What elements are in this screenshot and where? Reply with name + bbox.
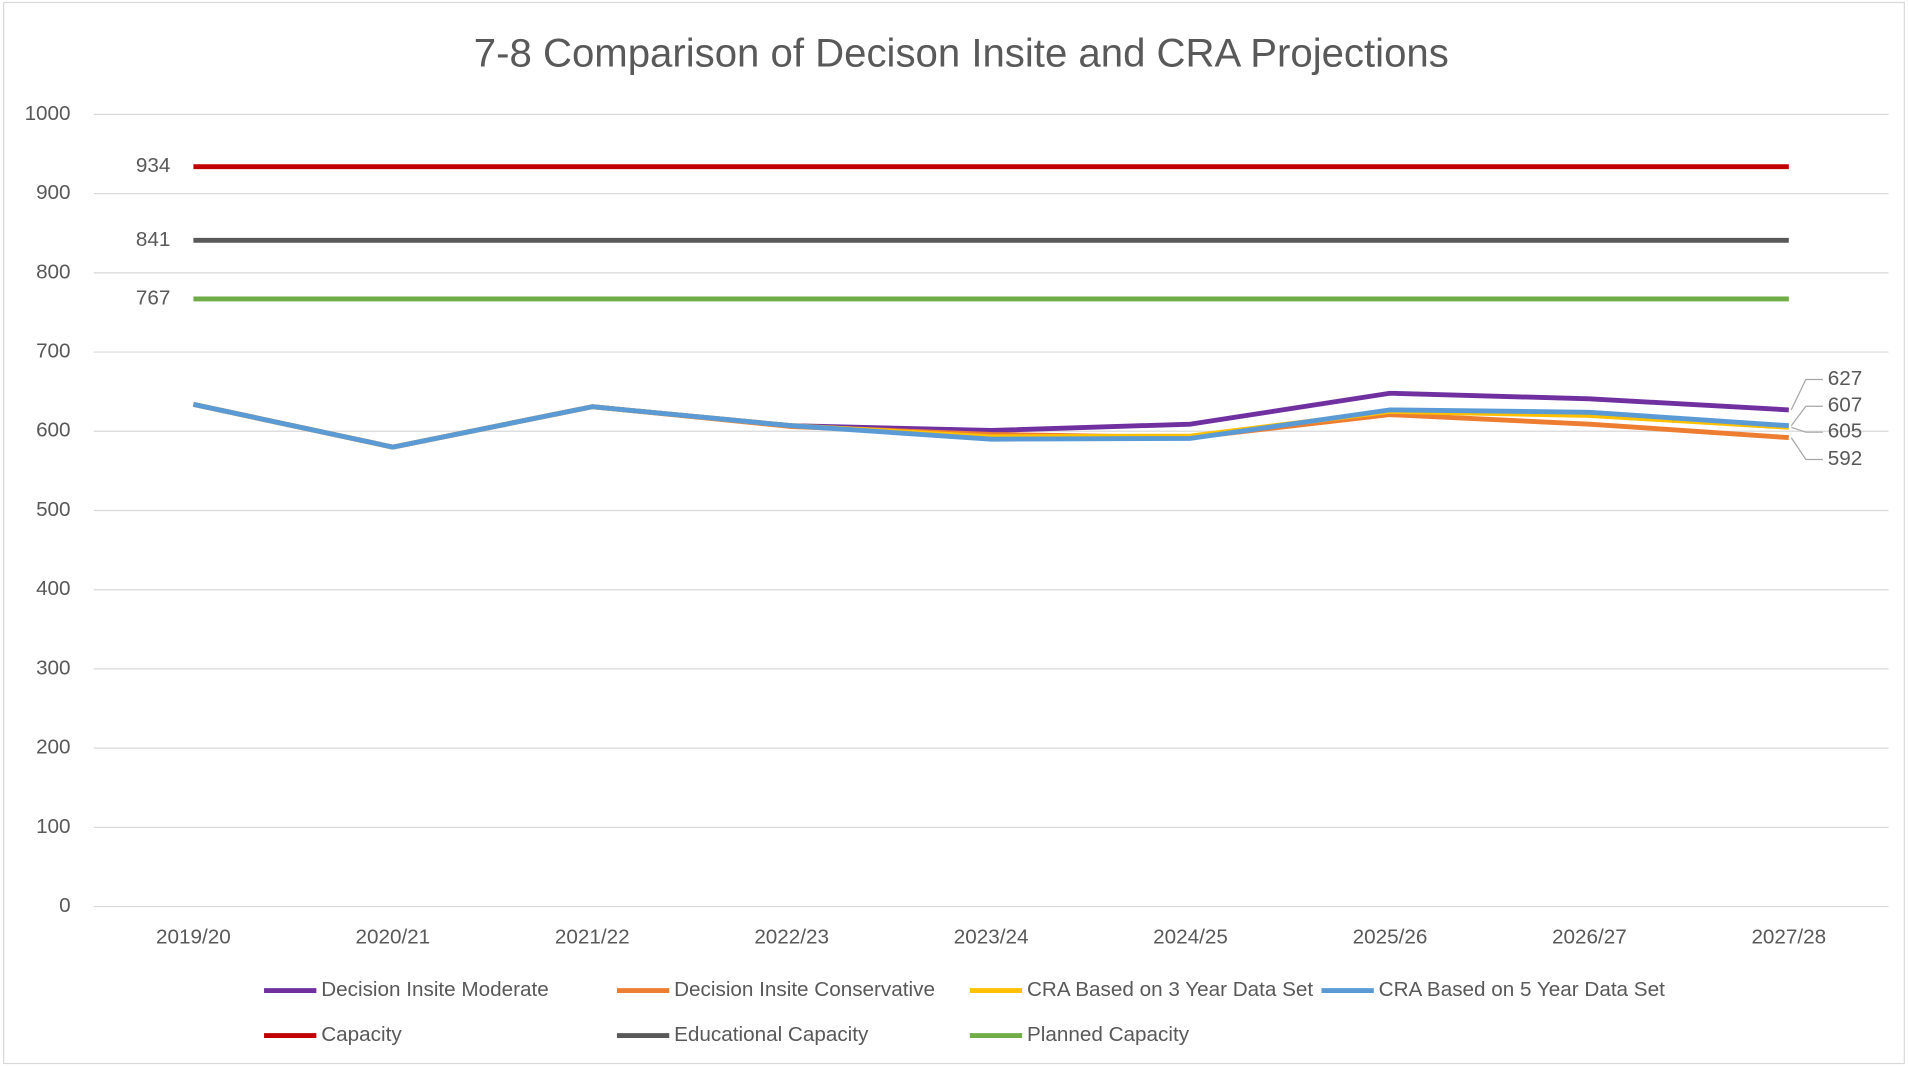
- y-tick-label: 100: [36, 815, 71, 838]
- legend-label: Capacity: [321, 1023, 402, 1046]
- data-label: 605: [1828, 420, 1863, 443]
- data-label: 841: [136, 228, 171, 251]
- x-tick-label: 2022/23: [754, 926, 829, 949]
- y-tick-label: 800: [36, 260, 71, 283]
- leader-line: [1790, 437, 1823, 461]
- x-tick-label: 2026/27: [1552, 926, 1627, 949]
- data-label: 767: [136, 286, 171, 309]
- legend-label: Planned Capacity: [1027, 1023, 1190, 1046]
- legend-label: CRA Based on 3 Year Data Set: [1027, 978, 1313, 1001]
- leader-line: [1790, 378, 1823, 411]
- leader-line: [1790, 405, 1823, 427]
- legend-label: Educational Capacity: [674, 1023, 869, 1046]
- y-tick-label: 0: [59, 894, 71, 917]
- y-tick-label: 500: [36, 498, 71, 521]
- data-label: 607: [1828, 394, 1863, 417]
- x-tick-label: 2027/28: [1751, 926, 1826, 949]
- legend-label: Decision Insite Moderate: [321, 978, 549, 1001]
- x-tick-label: 2025/26: [1353, 926, 1428, 949]
- data-label: 627: [1828, 367, 1863, 390]
- x-tick-label: 2024/25: [1153, 926, 1228, 949]
- data-label: 592: [1828, 447, 1863, 470]
- y-tick-label: 1000: [25, 102, 71, 125]
- y-tick-label: 900: [36, 181, 71, 204]
- x-tick-label: 2023/24: [954, 926, 1029, 949]
- y-tick-label: 400: [36, 577, 71, 600]
- x-tick-label: 2019/20: [156, 926, 231, 949]
- legend-label: Decision Insite Conservative: [674, 978, 935, 1001]
- y-tick-label: 600: [36, 419, 71, 442]
- chart-border: [3, 1, 1905, 1065]
- x-tick-label: 2021/22: [555, 926, 630, 949]
- data-label: 934: [136, 154, 171, 177]
- chart-title: 7-8 Comparison of Decison Insite and CRA…: [474, 31, 1449, 76]
- y-tick-label: 300: [36, 656, 71, 679]
- y-tick-label: 200: [36, 736, 71, 759]
- y-tick-label: 700: [36, 340, 71, 363]
- legend-label: CRA Based on 5 Year Data Set: [1379, 978, 1665, 1001]
- x-tick-label: 2020/21: [355, 926, 430, 949]
- leader-line: [1791, 426, 1823, 433]
- series-line: [192, 401, 1789, 450]
